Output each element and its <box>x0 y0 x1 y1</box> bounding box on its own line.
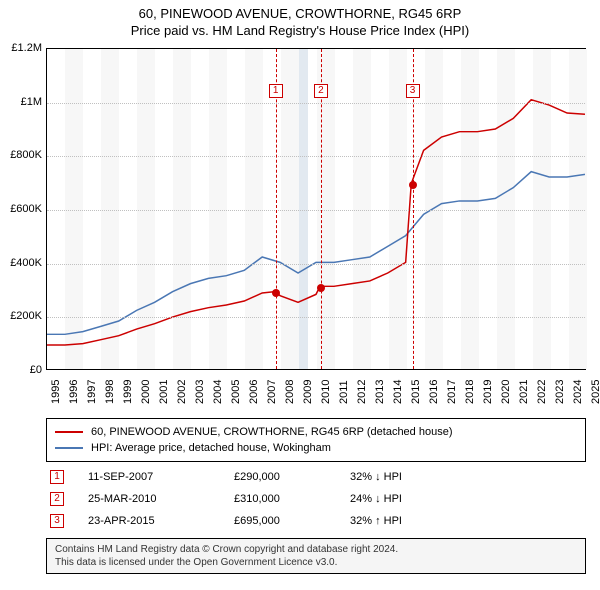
legend-box: 60, PINEWOOD AVENUE, CROWTHORNE, RG45 6R… <box>46 418 586 462</box>
chart-plot-area: 1 2 3 <box>46 48 586 370</box>
sale-marker-box: 2 <box>314 84 328 98</box>
title-subtitle: Price paid vs. HM Land Registry's House … <box>0 23 600 38</box>
gridline-h <box>47 210 585 211</box>
x-tick-label: 2024 <box>572 380 584 404</box>
x-tick-label: 2016 <box>428 380 440 404</box>
marker-index-box: 2 <box>50 492 64 506</box>
x-tick-label: 2000 <box>140 380 152 404</box>
y-tick-label: £800K <box>10 149 42 161</box>
x-tick-label: 2018 <box>464 380 476 404</box>
sale-price: £310,000 <box>234 493 344 505</box>
x-tick-label: 2012 <box>356 380 368 404</box>
x-tick-label: 2023 <box>554 380 566 404</box>
x-tick-label: 2022 <box>536 380 548 404</box>
legend-label: HPI: Average price, detached house, Woki… <box>91 442 331 454</box>
x-tick-label: 2015 <box>410 380 422 404</box>
y-tick-label: £200K <box>10 310 42 322</box>
gridline-h <box>47 103 585 104</box>
x-tick-label: 2006 <box>248 380 260 404</box>
footer-line: Contains HM Land Registry data © Crown c… <box>55 543 577 556</box>
footer-attribution: Contains HM Land Registry data © Crown c… <box>46 538 586 574</box>
x-tick-label: 2010 <box>320 380 332 404</box>
chart-container: 60, PINEWOOD AVENUE, CROWTHORNE, RG45 6R… <box>0 0 600 590</box>
y-tick-label: £0 <box>30 364 42 376</box>
series-line-hpi <box>47 172 585 335</box>
x-tick-label: 1997 <box>86 380 98 404</box>
legend-row: HPI: Average price, detached house, Woki… <box>55 440 577 456</box>
marker-index-box: 3 <box>50 514 64 528</box>
y-tick-label: £1.2M <box>11 42 42 54</box>
sale-delta: 32% ↑ HPI <box>350 515 460 527</box>
sale-point <box>409 181 417 189</box>
legend-row: 60, PINEWOOD AVENUE, CROWTHORNE, RG45 6R… <box>55 424 577 440</box>
gridline-h <box>47 317 585 318</box>
sale-date: 25-MAR-2010 <box>88 493 228 505</box>
sale-price: £290,000 <box>234 471 344 483</box>
sale-price: £695,000 <box>234 515 344 527</box>
y-tick-label: £1M <box>21 96 42 108</box>
legend-swatch <box>55 447 83 449</box>
title-address: 60, PINEWOOD AVENUE, CROWTHORNE, RG45 6R… <box>0 6 600 21</box>
gridline-h <box>47 264 585 265</box>
legend-swatch <box>55 431 83 433</box>
sale-point <box>272 289 280 297</box>
x-tick-label: 2004 <box>212 380 224 404</box>
x-tick-label: 2021 <box>518 380 530 404</box>
sale-delta: 24% ↓ HPI <box>350 493 460 505</box>
sale-delta: 32% ↓ HPI <box>350 471 460 483</box>
legend-label: 60, PINEWOOD AVENUE, CROWTHORNE, RG45 6R… <box>91 426 453 438</box>
x-tick-label: 2009 <box>302 380 314 404</box>
x-tick-label: 2002 <box>176 380 188 404</box>
x-tick-label: 2011 <box>338 380 350 404</box>
sale-marker-box: 1 <box>269 84 283 98</box>
table-row: 2 25-MAR-2010 £310,000 24% ↓ HPI <box>46 488 586 510</box>
gridline-h <box>47 156 585 157</box>
table-row: 1 11-SEP-2007 £290,000 32% ↓ HPI <box>46 466 586 488</box>
footer-line: This data is licensed under the Open Gov… <box>55 556 577 569</box>
x-tick-label: 2017 <box>446 380 458 404</box>
x-tick-label: 1999 <box>122 380 134 404</box>
marker-index-box: 1 <box>50 470 64 484</box>
x-tick-label: 2001 <box>158 380 170 404</box>
y-tick-label: £400K <box>10 257 42 269</box>
sale-point <box>317 284 325 292</box>
marker-table: 1 11-SEP-2007 £290,000 32% ↓ HPI 2 25-MA… <box>46 466 586 532</box>
sale-marker-box: 3 <box>406 84 420 98</box>
y-tick-label: £600K <box>10 203 42 215</box>
x-tick-label: 2007 <box>266 380 278 404</box>
x-tick-label: 2025 <box>590 380 600 404</box>
title-block: 60, PINEWOOD AVENUE, CROWTHORNE, RG45 6R… <box>0 0 600 40</box>
x-tick-label: 1996 <box>68 380 80 404</box>
table-row: 3 23-APR-2015 £695,000 32% ↑ HPI <box>46 510 586 532</box>
sale-date: 11-SEP-2007 <box>88 471 228 483</box>
x-tick-label: 2019 <box>482 380 494 404</box>
x-tick-label: 1998 <box>104 380 116 404</box>
sale-date: 23-APR-2015 <box>88 515 228 527</box>
x-tick-label: 2020 <box>500 380 512 404</box>
x-tick-label: 2005 <box>230 380 242 404</box>
x-tick-label: 2013 <box>374 380 386 404</box>
series-line-price_paid <box>47 100 585 345</box>
x-tick-label: 1995 <box>50 380 62 404</box>
x-tick-label: 2003 <box>194 380 206 404</box>
x-tick-label: 2008 <box>284 380 296 404</box>
x-tick-label: 2014 <box>392 380 404 404</box>
